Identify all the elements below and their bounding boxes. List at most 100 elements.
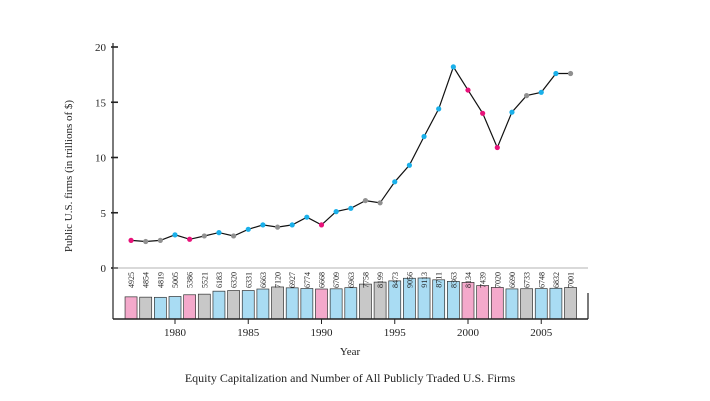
- y-tick-label: 5: [101, 208, 107, 220]
- y-tick-label: 10: [95, 153, 107, 165]
- firm-count-bar: [154, 296, 167, 320]
- firm-count-label: 5386: [186, 272, 195, 288]
- capitalization-point: [480, 110, 486, 116]
- firm-count-label: 8199: [376, 272, 385, 288]
- capitalization-point: [406, 162, 412, 168]
- capitalization-point: [348, 205, 354, 211]
- capitalization-point: [172, 232, 178, 238]
- firm-count-bar: [300, 288, 314, 320]
- firm-count-bar: [490, 287, 504, 320]
- firm-count-label: 9113: [420, 272, 429, 288]
- firm-count-bar: [344, 287, 358, 320]
- firm-count-label: 7020: [493, 272, 502, 288]
- capitalization-point: [231, 233, 237, 239]
- x-tick-label: 1990: [311, 327, 334, 339]
- capitalization-points: [128, 64, 574, 245]
- axes: 0 5 10 15 20 1980 1985 1990 1995 2000 2005: [95, 42, 589, 339]
- x-tick-label: 2005: [530, 327, 553, 339]
- firm-count-label: 6663: [259, 272, 268, 288]
- firm-count-bars: [124, 277, 577, 320]
- firm-count-bar: [505, 288, 519, 320]
- firm-count-bar: [329, 288, 343, 320]
- firm-count-label: 8711: [435, 272, 444, 288]
- capitalization-point: [465, 87, 471, 93]
- capitalization-point: [509, 109, 515, 115]
- firm-count-label: 6183: [215, 272, 224, 288]
- firm-count-bar: [549, 287, 563, 320]
- firm-count-label: 7758: [361, 272, 370, 288]
- capitalization-point: [216, 230, 222, 236]
- capitalization-point: [128, 237, 134, 243]
- firm-count-label: 6690: [508, 272, 517, 288]
- firm-count-label: 8363: [449, 272, 458, 288]
- y-tick-label: 20: [95, 42, 107, 54]
- firm-count-bar: [534, 288, 548, 320]
- firm-count-labels: 4925 4854 4819 5005 5386 5521 6183 6320 6331 6663…: [127, 272, 576, 288]
- firm-count-bar: [256, 288, 270, 320]
- firm-count-bar: [241, 290, 255, 320]
- firm-count-bar: [227, 290, 240, 320]
- firm-count-bar: [183, 294, 196, 320]
- firm-count-label: 5005: [171, 272, 180, 288]
- firm-count-label: 6331: [244, 272, 253, 288]
- firm-count-label: 6668: [318, 272, 327, 288]
- firm-count-label: 6709: [332, 272, 341, 288]
- firm-count-label: 8134: [464, 272, 473, 288]
- capitalization-point: [377, 200, 383, 206]
- capitalization-point: [318, 222, 325, 228]
- capitalization-point: [143, 238, 149, 245]
- capitalization-point: [450, 64, 456, 70]
- firm-count-label: 4925: [127, 272, 136, 288]
- firm-count-label: 6832: [552, 272, 561, 288]
- firm-count-bar: [197, 293, 211, 320]
- capitalization-point: [304, 214, 310, 220]
- capitalization-point: [201, 233, 207, 239]
- firm-count-label: 4819: [156, 272, 165, 288]
- firm-count-label: 6320: [230, 272, 239, 288]
- firm-count-bar: [271, 286, 284, 320]
- firm-count-bar: [212, 290, 226, 320]
- capitalization-point: [260, 222, 266, 228]
- firm-count-label: 6748: [537, 272, 546, 288]
- firm-count-label: 6733: [523, 272, 532, 288]
- capitalization-point: [274, 224, 281, 230]
- capitalization-point: [245, 226, 251, 232]
- firm-count-bar: [124, 296, 138, 320]
- capitalization-point: [289, 222, 295, 228]
- firm-count-bar: [564, 287, 577, 320]
- capitalization-point: [421, 133, 427, 140]
- firm-count-bar: [139, 296, 153, 320]
- capitalization-point: [567, 70, 574, 77]
- firm-count-label: 6927: [288, 272, 297, 288]
- firm-count-label: 9056: [405, 272, 414, 288]
- capitalization-point: [524, 93, 530, 99]
- firm-count-label: 8473: [391, 272, 400, 288]
- capitalization-line: [131, 65, 571, 243]
- firm-count-bar: [285, 287, 299, 320]
- capitalization-series-line: [131, 65, 571, 243]
- firm-count-label: 7120: [274, 272, 283, 288]
- firm-count-label: 4854: [142, 272, 151, 288]
- y-tick-label: 0: [101, 263, 107, 275]
- x-tick-label: 1995: [384, 327, 407, 339]
- capitalization-point: [392, 179, 398, 185]
- firm-count-bar: [315, 288, 328, 320]
- capitalization-point: [333, 209, 339, 215]
- firm-count-label: 7001: [567, 272, 576, 288]
- chart-caption: Equity Capitalization and Number of All …: [185, 371, 516, 385]
- capitalization-point: [436, 106, 442, 112]
- firm-count-label: 7439: [479, 272, 488, 288]
- capitalization-point: [553, 70, 559, 77]
- firm-count-label: 6774: [303, 272, 312, 288]
- firm-count-bar: [168, 296, 182, 320]
- x-tick-label: 1980: [164, 327, 187, 339]
- x-axis-title: Year: [340, 346, 361, 358]
- capitalization-point: [362, 197, 369, 204]
- capitalization-point: [494, 144, 500, 151]
- firm-count-bar: [476, 285, 489, 320]
- capitalization-point: [187, 236, 193, 242]
- x-tick-label: 1985: [237, 327, 260, 339]
- firm-count-bar: [359, 283, 372, 320]
- capitalization-point: [157, 237, 163, 243]
